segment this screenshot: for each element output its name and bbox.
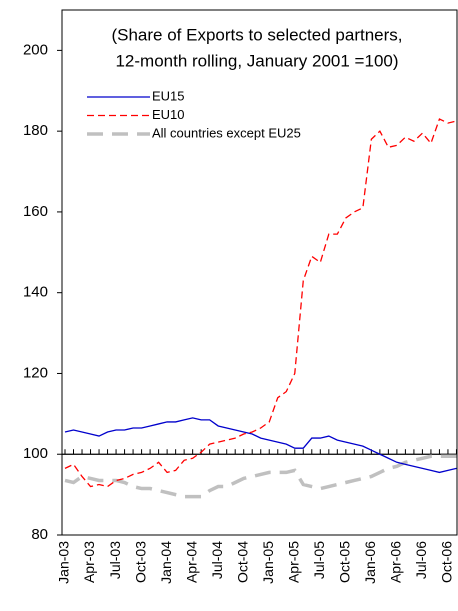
x-tick-label: Jan-05	[260, 541, 276, 584]
x-tick-label: Jul-03	[107, 541, 123, 579]
chart-title: 12-month rolling, January 2001 =100)	[115, 51, 398, 70]
y-tick-label: 200	[23, 41, 48, 58]
legend-label: EU10	[152, 107, 185, 122]
series-line	[64, 454, 457, 499]
x-tick-label: Apr-06	[388, 541, 404, 583]
y-tick-label: 180	[23, 122, 48, 139]
x-tick-label: Jan-03	[56, 541, 72, 584]
x-tick-label: Jul-05	[311, 541, 327, 579]
x-tick-label: Oct-06	[439, 541, 455, 583]
series-line	[64, 417, 457, 474]
y-tick-label: 80	[31, 526, 48, 543]
x-tick-label: Apr-05	[285, 541, 301, 583]
legend-label: EU15	[152, 88, 185, 103]
series-line	[64, 118, 457, 488]
x-tick-label: Jul-04	[209, 541, 225, 579]
y-tick-label: 140	[23, 284, 48, 301]
x-tick-label: Apr-03	[81, 541, 97, 583]
x-tick-label: Jan-04	[158, 541, 174, 584]
x-tick-label: Oct-05	[337, 541, 353, 583]
legend-label: All countries except EU25	[152, 125, 301, 140]
x-tick-label: Oct-04	[234, 541, 250, 583]
chart-title: (Share of Exports to selected partners,	[111, 25, 402, 44]
x-tick-label: Jul-06	[413, 541, 429, 579]
x-tick-label: Jan-06	[362, 541, 378, 584]
y-tick-label: 100	[23, 445, 48, 462]
y-tick-label: 160	[23, 203, 48, 220]
plot-frame	[61, 9, 458, 536]
y-tick-label: 120	[23, 364, 48, 381]
x-tick-label: Oct-03	[132, 541, 148, 583]
x-tick-label: Apr-04	[183, 541, 199, 583]
plot-lines	[64, 118, 457, 499]
